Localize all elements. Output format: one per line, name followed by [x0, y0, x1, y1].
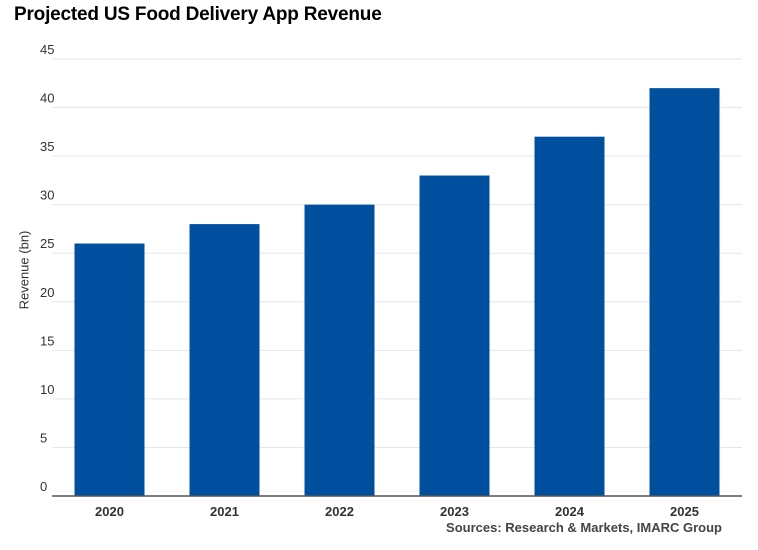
- x-tick-label: 2020: [95, 504, 124, 519]
- bar: [304, 204, 375, 496]
- y-tick-label: 10: [40, 382, 54, 397]
- bar: [189, 224, 260, 497]
- x-tick-label: 2021: [210, 504, 239, 519]
- bar: [534, 136, 605, 496]
- y-tick-label: 35: [40, 139, 54, 154]
- y-tick-label: 15: [40, 333, 54, 348]
- y-tick-label: 0: [40, 479, 47, 494]
- x-tick-label: 2023: [440, 504, 469, 519]
- y-tick-label: 20: [40, 285, 54, 300]
- y-tick-label: 30: [40, 188, 54, 203]
- y-tick-label: 45: [40, 42, 54, 57]
- bar: [74, 243, 145, 496]
- bar: [649, 88, 720, 496]
- bar: [419, 175, 490, 497]
- y-tick-label: 25: [40, 236, 54, 251]
- y-tick-label: 5: [40, 430, 47, 445]
- y-tick-label: 40: [40, 91, 54, 106]
- x-tick-label: 2024: [555, 504, 585, 519]
- x-tick-label: 2025: [670, 504, 699, 519]
- source-note: Sources: Research & Markets, IMARC Group: [446, 520, 722, 535]
- x-tick-label: 2022: [325, 504, 354, 519]
- chart-title: Projected US Food Delivery App Revenue: [14, 4, 382, 25]
